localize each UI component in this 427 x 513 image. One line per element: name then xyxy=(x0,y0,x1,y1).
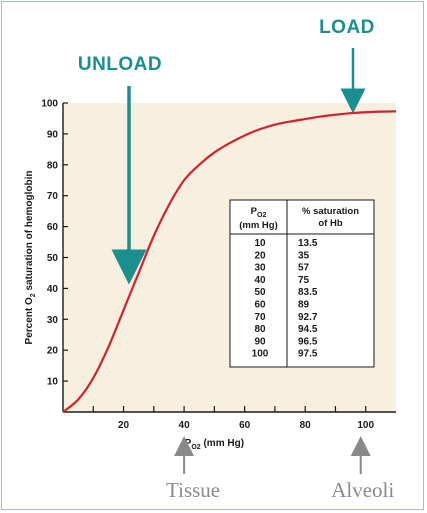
table-cell-po2: 10 xyxy=(254,238,266,249)
table-box xyxy=(229,199,375,368)
table-header-hb: of Hb xyxy=(318,218,342,229)
table-cell-po2: 100 xyxy=(252,349,269,360)
table-cell-saturation: 94.5 xyxy=(298,324,318,335)
table-cell-po2: 80 xyxy=(254,324,266,335)
table-cell-po2: 40 xyxy=(254,275,266,286)
table-cell-saturation: 89 xyxy=(298,300,310,311)
y-tick-label-80: 80 xyxy=(47,160,59,171)
table-cell-saturation: 13.5 xyxy=(298,238,318,249)
y-tick-label-50: 50 xyxy=(47,253,59,264)
annotation-tissue: Tissue xyxy=(166,478,220,502)
y-axis-title: Percent O2 saturation of hemoglobin xyxy=(24,171,37,345)
y-tick-label-100: 100 xyxy=(41,99,58,110)
annotation-alveoli: Alveoli xyxy=(331,478,394,502)
y-tick-label-70: 70 xyxy=(47,191,59,202)
table-header-units: (mm Hg) xyxy=(239,220,278,231)
table-cell-po2: 60 xyxy=(254,300,266,311)
x-tick-label-20: 20 xyxy=(118,420,130,431)
curve-layer xyxy=(62,110,397,413)
table-cell-saturation: 57 xyxy=(298,263,310,274)
x-tick-label-40: 40 xyxy=(179,420,191,431)
table-header-saturation: % saturation xyxy=(302,206,359,217)
annotation-load: LOAD xyxy=(319,17,375,38)
table-cell-po2: 30 xyxy=(254,263,266,274)
x-tick-label-80: 80 xyxy=(300,420,312,431)
table-cell-po2: 50 xyxy=(254,287,266,298)
table-cell-saturation: 97.5 xyxy=(298,349,318,360)
table-cell-po2: 20 xyxy=(254,250,266,261)
table-cell-po2: 70 xyxy=(254,312,266,323)
y-tick-label-40: 40 xyxy=(47,284,59,295)
x-axis-title: PO2 (mm Hg) xyxy=(185,438,244,451)
y-tick-label-30: 30 xyxy=(47,315,59,326)
table-cell-saturation: 92.7 xyxy=(298,312,318,323)
table-cell-saturation: 35 xyxy=(298,250,310,261)
y-tick-label-90: 90 xyxy=(47,129,59,140)
table-cell-saturation: 96.5 xyxy=(298,336,318,347)
table-cell-saturation: 75 xyxy=(298,275,310,286)
table-header-po2: PO2 xyxy=(251,206,267,219)
saturation-curve xyxy=(62,110,397,413)
y-tick-label-60: 60 xyxy=(47,222,59,233)
annotation-unload: UNLOAD xyxy=(78,54,162,75)
table-cell-po2: 90 xyxy=(254,336,266,347)
y-tick-label-20: 20 xyxy=(47,346,59,357)
x-tick-label-100: 100 xyxy=(357,420,374,431)
annotations: UNLOAD LOAD Tissue Alveoli xyxy=(78,17,395,502)
table-cell-saturation: 83.5 xyxy=(298,287,318,298)
x-tick-label-60: 60 xyxy=(239,420,251,431)
y-tick-label-10: 10 xyxy=(47,377,59,388)
